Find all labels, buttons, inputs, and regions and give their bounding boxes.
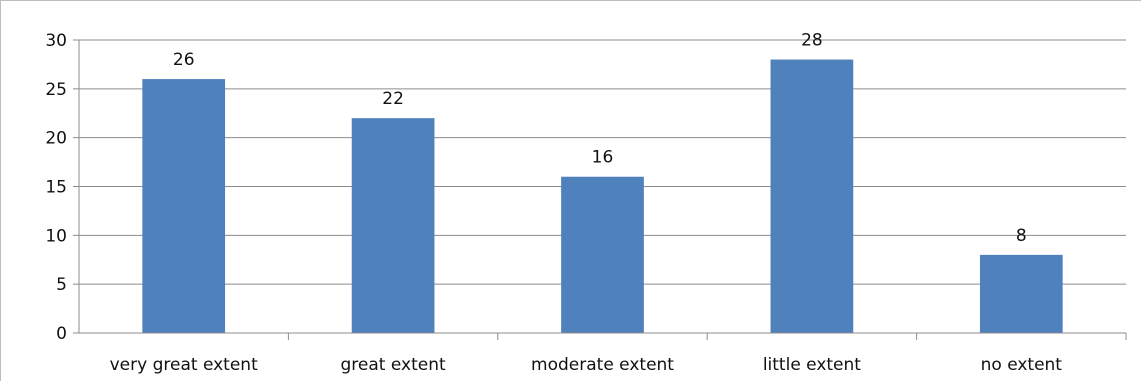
x-category-label: moderate extent bbox=[531, 355, 674, 375]
x-category-label: great extent bbox=[341, 355, 446, 375]
bar bbox=[770, 59, 854, 334]
bar-value-label: 22 bbox=[382, 89, 404, 109]
y-tick-label: 10 bbox=[45, 226, 67, 246]
bar-value-label: 28 bbox=[801, 31, 823, 51]
x-category-label: no extent bbox=[981, 355, 1063, 375]
x-category-label: very great extent bbox=[110, 355, 258, 375]
bar-value-label: 8 bbox=[1016, 226, 1027, 246]
bar bbox=[561, 176, 644, 333]
labels: 0 5 10 15 20 25 30 very great extent 26 great ext… bbox=[45, 31, 1062, 375]
y-tick-label: 0 bbox=[56, 324, 67, 344]
bar bbox=[142, 79, 226, 333]
x-category-label: little extent bbox=[763, 355, 861, 375]
axes bbox=[73, 39, 1127, 340]
y-tick-label: 20 bbox=[45, 129, 67, 149]
bars bbox=[142, 59, 1063, 334]
y-tick-label: 30 bbox=[45, 31, 67, 51]
bar bbox=[979, 254, 1063, 333]
y-tick-label: 25 bbox=[45, 80, 67, 100]
bar bbox=[351, 118, 435, 333]
bar-value-label: 16 bbox=[592, 148, 614, 168]
y-tick-label: 5 bbox=[56, 275, 67, 295]
y-tick-label: 15 bbox=[45, 178, 67, 198]
bar-value-label: 26 bbox=[173, 50, 195, 70]
